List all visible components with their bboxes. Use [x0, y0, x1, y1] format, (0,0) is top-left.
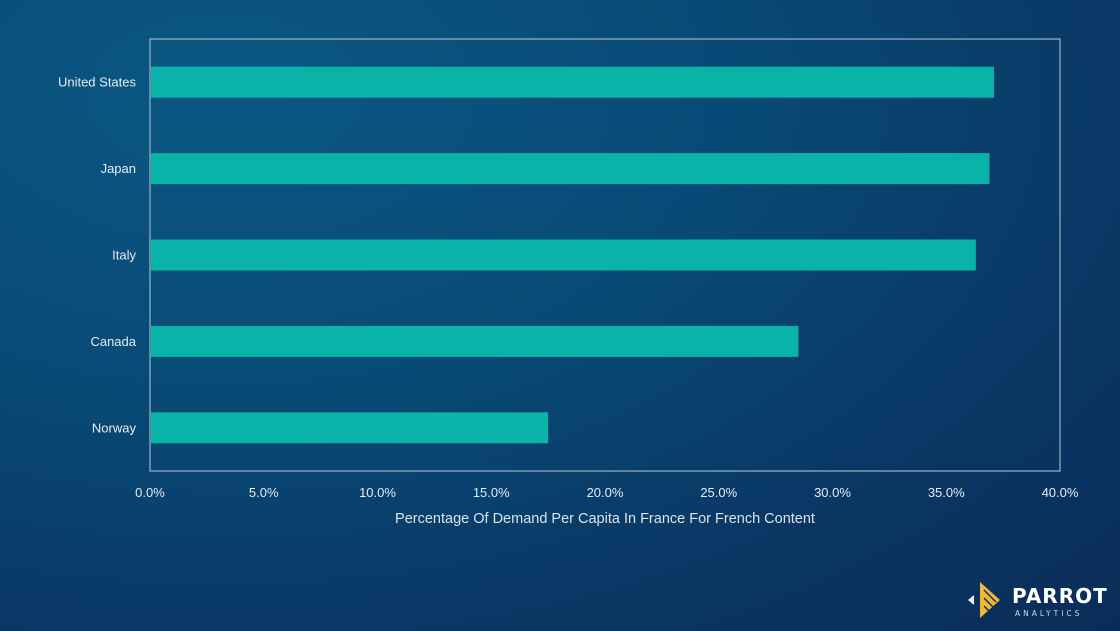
- x-tick-label: 35.0%: [928, 485, 965, 500]
- bar-united-states: [151, 66, 995, 98]
- x-tick-labels: 0.0% 5.0% 10.0% 15.0% 20.0% 25.0% 30.0% 35.0% 40…: [135, 485, 1079, 500]
- y-tick-labels: United States Japan Italy Canada Norway: [58, 75, 137, 436]
- bar-canada: [151, 325, 799, 357]
- y-tick-label: United States: [58, 75, 137, 90]
- bar-italy: [151, 239, 976, 271]
- x-tick-label: 15.0%: [473, 485, 510, 500]
- x-tick-label: 20.0%: [587, 485, 624, 500]
- x-tick-label: 40.0%: [1042, 485, 1079, 500]
- y-tick-label: Italy: [112, 248, 136, 263]
- x-axis-title: Percentage Of Demand Per Capita In Franc…: [395, 511, 815, 527]
- plot-frame: [149, 38, 1061, 472]
- x-tick-label: 30.0%: [814, 485, 851, 500]
- x-tick-label: 5.0%: [249, 485, 279, 500]
- logo-wordmark: PARROT: [1012, 584, 1108, 608]
- y-tick-label: Canada: [90, 334, 136, 349]
- y-tick-label: Norway: [92, 420, 137, 435]
- parrot-logo-icon: [968, 582, 1000, 618]
- y-tick-label: Japan: [101, 161, 136, 176]
- parrot-analytics-logo: PARROT ANALYTICS: [966, 578, 1108, 622]
- bars-group: [151, 66, 995, 444]
- x-tick-label: 25.0%: [700, 485, 737, 500]
- x-tick-label: 10.0%: [359, 485, 396, 500]
- logo-subtitle: ANALYTICS: [1015, 609, 1083, 618]
- x-tick-label: 0.0%: [135, 485, 165, 500]
- bar-norway: [151, 412, 549, 444]
- bar-japan: [151, 153, 990, 185]
